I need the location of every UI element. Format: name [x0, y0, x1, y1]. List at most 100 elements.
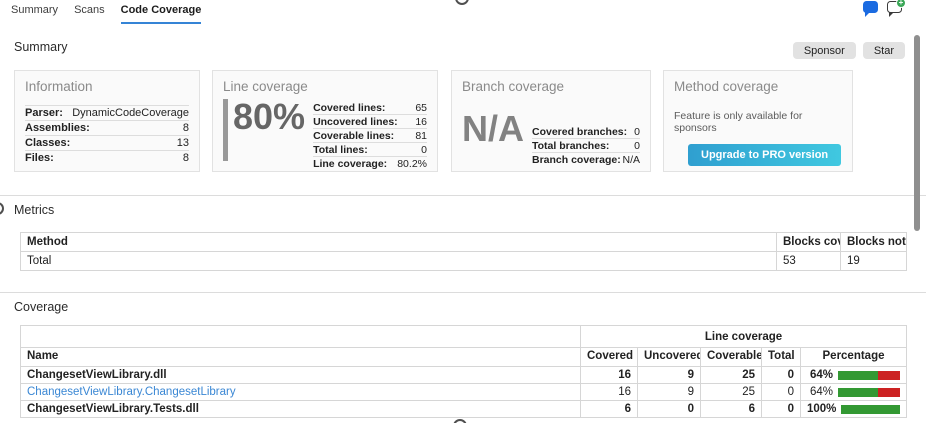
coverage-table: Line coverage Name Covered Uncovered Cov…: [20, 325, 908, 418]
table-row: ChangesetViewLibrary.Tests.dll 6 0 6 0 1…: [20, 400, 908, 418]
info-value: 13: [176, 137, 189, 149]
line-value: 80.2%: [397, 157, 427, 170]
metrics-col-blocks-covered[interactable]: Blocks covered: [776, 232, 841, 252]
vertical-scrollbar-thumb[interactable]: [914, 35, 920, 231]
metrics-section-heading: Metrics: [14, 203, 55, 217]
coverage-bar: [838, 387, 901, 397]
line-coverage-card: Line coverage 80% Covered lines: 65 Unco…: [212, 70, 438, 172]
branch-label: Total branches:: [532, 139, 610, 152]
percentage-label: 64%: [810, 386, 834, 398]
coverage-name-cell[interactable]: ChangesetViewLibrary.Tests.dll: [20, 400, 581, 418]
sponsor-button[interactable]: Sponsor: [792, 42, 856, 59]
branch-value: 0: [634, 139, 640, 152]
line-row-percentage: Line coverage: 80.2%: [313, 157, 427, 170]
metrics-cell-blocks-not-covered: 19: [840, 251, 907, 271]
info-value: 8: [182, 152, 189, 164]
info-row-files: Files: 8: [25, 150, 189, 165]
metrics-cell-method: Total: [20, 251, 777, 271]
covered-cell: 16: [580, 383, 638, 401]
method-coverage-card-title: Method coverage: [674, 79, 779, 94]
percentage-label: 64%: [810, 369, 834, 381]
coverage-name-cell[interactable]: ChangesetViewLibrary.dll: [20, 366, 581, 384]
branch-value: 0: [634, 125, 640, 138]
uncovered-cell: 9: [637, 366, 701, 384]
coverable-cell: 25: [700, 383, 762, 401]
summary-section-heading: Summary: [14, 40, 68, 54]
uncovered-cell: 0: [637, 400, 701, 418]
tab-summary[interactable]: Summary: [11, 4, 59, 16]
chat-bubble-filled-icon[interactable]: [863, 1, 878, 17]
branch-label: Covered branches:: [532, 125, 628, 138]
chat-bubble-add-icon[interactable]: +: [887, 0, 906, 17]
line-label: Covered lines:: [313, 101, 386, 114]
star-button[interactable]: Star: [862, 42, 905, 59]
percentage-cell: 100%: [799, 400, 908, 418]
info-label: Assemblies:: [25, 122, 90, 134]
branch-coverage-card: Branch coverage N/A Covered branches: 0 …: [451, 70, 651, 172]
uncovered-cell: 9: [637, 383, 701, 401]
branch-value: N/A: [622, 153, 640, 166]
branch-coverage-big-value: N/A: [462, 108, 524, 149]
info-row-classes: Classes: 13: [25, 135, 189, 150]
coverage-bar: [838, 370, 901, 380]
line-coverage-card-title: Line coverage: [223, 79, 308, 94]
percentage-cell: 64%: [799, 366, 908, 384]
line-label: Uncovered lines:: [313, 115, 398, 128]
coverage-col-coverable[interactable]: Coverable: [700, 347, 762, 367]
information-card-title: Information: [25, 79, 93, 94]
line-label: Total lines:: [313, 143, 368, 156]
tab-scans[interactable]: Scans: [74, 4, 105, 16]
line-coverage-big-value: 80%: [223, 99, 305, 161]
header-buttons: Sponsor Star: [792, 42, 905, 59]
info-value: 8: [182, 122, 189, 134]
coverage-bar: [841, 404, 901, 414]
metrics-row-total: Total 53 19: [20, 251, 907, 271]
metrics-table: Method Blocks covered Blocks not covered…: [20, 232, 907, 271]
info-row-parser: Parser: DynamicCodeCoverage: [25, 105, 189, 120]
plus-badge-icon: +: [896, 0, 906, 8]
info-value: DynamicCodeCoverage: [72, 107, 189, 119]
info-label: Classes:: [25, 137, 71, 149]
info-label: Files:: [25, 152, 54, 164]
info-row-assemblies: Assemblies: 8: [25, 120, 189, 135]
coverage-group-header: Line coverage: [579, 325, 908, 348]
percentage-label: 100%: [807, 403, 837, 415]
coverage-col-percentage[interactable]: Percentage: [799, 347, 908, 367]
branch-label: Branch coverage:: [532, 153, 621, 166]
table-row: ChangesetViewLibrary.ChangesetLibrary 16…: [20, 383, 908, 401]
coverage-section-heading: Coverage: [14, 300, 69, 314]
resize-handle-top[interactable]: [455, 0, 469, 5]
line-value: 16: [415, 115, 427, 128]
line-value: 0: [421, 143, 427, 156]
resize-handle-left[interactable]: [0, 202, 4, 215]
coverage-col-total[interactable]: Total: [761, 347, 801, 367]
coverage-col-name[interactable]: Name: [20, 347, 581, 367]
line-label: Line coverage:: [313, 157, 388, 170]
metrics-col-method[interactable]: Method: [20, 232, 777, 252]
metrics-cell-blocks-covered: 53: [776, 251, 841, 271]
coverage-group-spacer: [20, 325, 581, 348]
line-value: 81: [415, 129, 427, 142]
top-icon-group: +: [863, 0, 906, 17]
coverage-col-uncovered[interactable]: Uncovered: [637, 347, 701, 367]
branch-coverage-card-title: Branch coverage: [462, 79, 565, 94]
total-cell: 0: [761, 366, 801, 384]
metrics-col-blocks-not-covered[interactable]: Blocks not covered: [840, 232, 907, 252]
tab-code-coverage[interactable]: Code Coverage: [120, 4, 202, 24]
percentage-cell: 64%: [799, 383, 908, 401]
coverage-name-link[interactable]: ChangesetViewLibrary.ChangesetLibrary: [20, 383, 581, 401]
branch-row-covered: Covered branches: 0: [532, 125, 640, 139]
method-coverage-card: Method coverage Feature is only availabl…: [663, 70, 853, 172]
tab-bar: Summary Scans Code Coverage: [11, 4, 202, 24]
line-row-uncovered: Uncovered lines: 16: [313, 115, 427, 129]
information-card: Information Parser: DynamicCodeCoverage …: [14, 70, 200, 172]
line-row-covered: Covered lines: 65: [313, 101, 427, 115]
divider: [0, 292, 926, 293]
sponsor-feature-note: Feature is only available for sponsors: [674, 110, 803, 134]
upgrade-pro-button[interactable]: Upgrade to PRO version: [688, 144, 842, 166]
resize-handle-bottom[interactable]: [453, 419, 467, 423]
table-row: ChangesetViewLibrary.dll 16 9 25 0 64%: [20, 366, 908, 384]
branch-row-percentage: Branch coverage: N/A: [532, 153, 640, 166]
coverage-col-covered[interactable]: Covered: [580, 347, 638, 367]
